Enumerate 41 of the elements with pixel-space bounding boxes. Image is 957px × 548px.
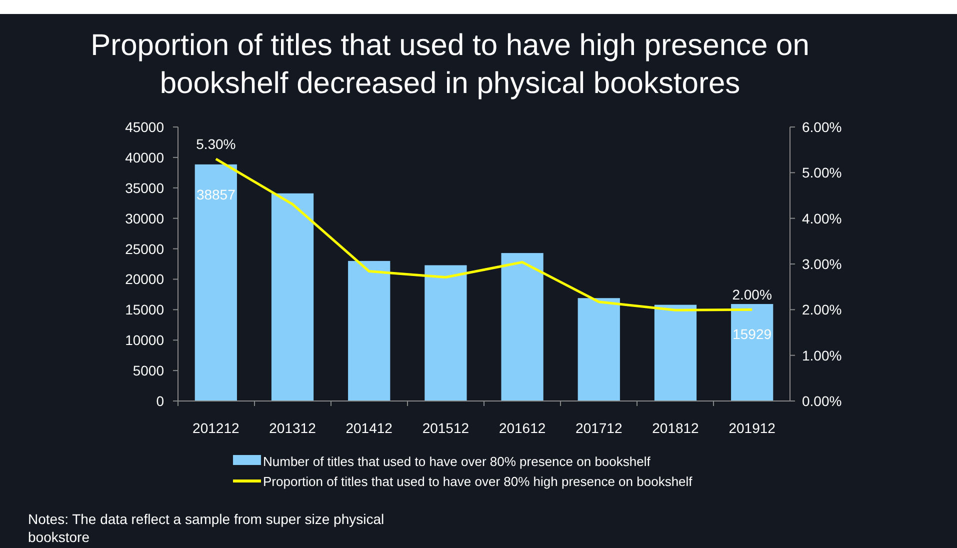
data-label: 5.30% [196, 136, 236, 152]
text: Notes: The data reflect a sample from super size physical bookstore [28, 511, 384, 545]
y2-tick-label: 2.00% [802, 302, 842, 318]
y2-tick-label: 5.00% [802, 164, 842, 181]
bar [578, 298, 620, 401]
x-tick-label: 201812 [652, 420, 700, 436]
data-label: 15929 [732, 326, 772, 342]
y-tick-label: 40000 [125, 149, 164, 166]
x-tick-label: 201712 [576, 420, 622, 436]
x-tick-label: 201512 [422, 420, 470, 436]
bar [424, 265, 467, 401]
y2-tick-label: 6.00% [802, 119, 842, 135]
x-tick-label: 201612 [498, 420, 546, 436]
legend-label: Number of titles that used to have over 80% presence on bookshelf [263, 454, 651, 469]
bar [348, 260, 390, 401]
bar [501, 253, 544, 401]
y-tick-label: 20000 [125, 271, 164, 288]
y2-tick-label: 1.00% [802, 347, 842, 364]
chart-title: Proportion of titles that used to have high presence on bookshelf decreased in physical bookstores [90, 29, 810, 100]
y-tick-label: 30000 [125, 210, 164, 226]
y-tick-label: 10000 [125, 332, 164, 348]
x-tick-label: 201312 [269, 420, 316, 436]
x-tick-label: 201912 [728, 420, 776, 436]
y-tick-label: 45000 [125, 119, 164, 135]
bar [271, 193, 314, 401]
y-tick-label: 5000 [132, 362, 164, 379]
bar [194, 164, 237, 401]
x-tick-label: 201412 [346, 420, 393, 436]
data-label: 2.00% [732, 286, 772, 303]
y2-tick-label: 3.00% [802, 256, 842, 272]
legend-label: Proportion of titles that used to have over 80% high presence on bookshelf [263, 474, 693, 489]
y-tick-label: 0 [156, 393, 164, 409]
bar [731, 304, 774, 401]
x-tick-label: 201212 [192, 420, 240, 436]
y2-tick-label: 4.00% [802, 210, 842, 226]
data-label: 38857 [196, 186, 236, 202]
y-tick-label: 15000 [125, 302, 164, 318]
bar [654, 304, 697, 401]
y2-tick-label: 0.00% [802, 393, 842, 409]
y-tick-label: 35000 [125, 180, 164, 196]
y-tick-label: 25000 [125, 240, 164, 257]
